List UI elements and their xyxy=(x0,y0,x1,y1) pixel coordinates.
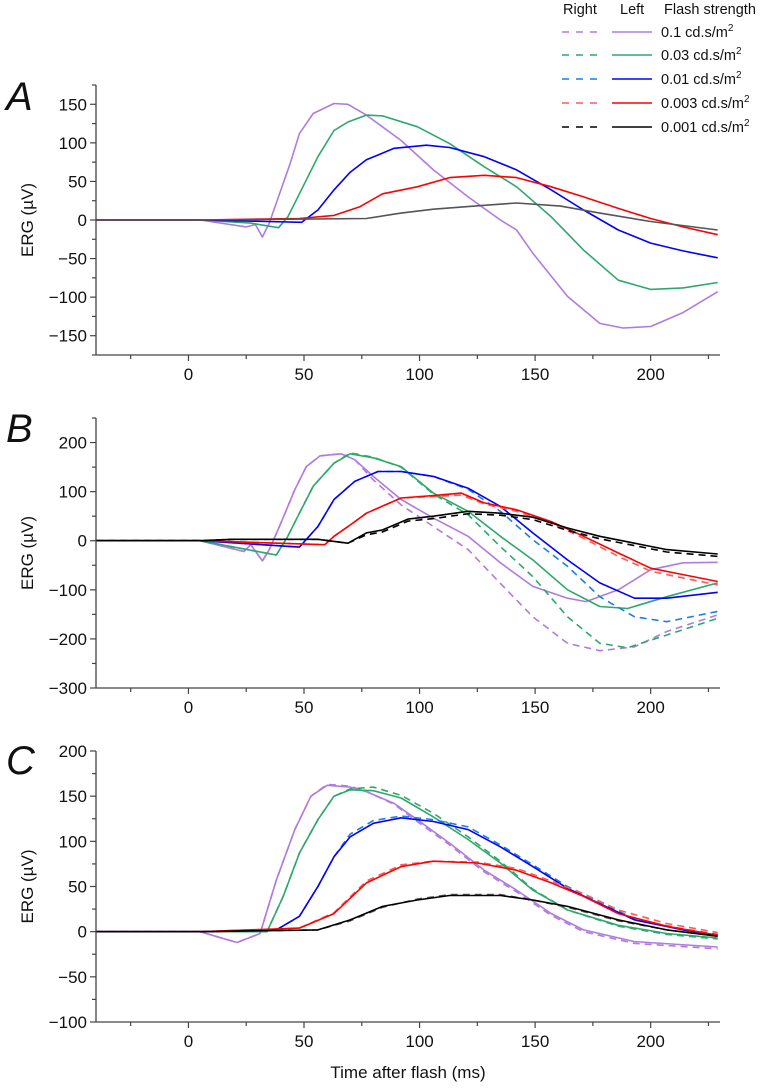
series-line-0-01-cd-s-m2-right xyxy=(96,470,718,623)
series-line-0-01-cd-s-m2-right xyxy=(96,815,718,936)
x-tick-label: 150 xyxy=(521,1032,549,1051)
legend-label: 0.001 cd.s/m2 xyxy=(661,118,750,136)
legend-header-left: Left xyxy=(620,2,644,18)
series-line-0-1-cd-s-m2-left xyxy=(96,452,718,603)
x-tick-label: 200 xyxy=(636,1032,664,1051)
legend-label: 0.01 cd.s/m2 xyxy=(661,70,742,88)
legend-entry: 0.1 cd.s/m2 xyxy=(562,23,734,41)
y-tick-label: 200 xyxy=(59,434,87,453)
y-axis-label: ERG (µV) xyxy=(18,516,37,590)
y-tick-label: −100 xyxy=(49,581,87,600)
series-line-0-01-cd-s-m2-left xyxy=(96,470,718,600)
y-tick-label: 50 xyxy=(68,172,87,191)
legend-label-text: 0.01 cd.s/m xyxy=(661,72,736,88)
series-line-0-001-cd-s-m2-left xyxy=(96,894,718,937)
series-line-0-03-cd-s-m2-right xyxy=(96,452,718,649)
y-tick-label: 150 xyxy=(59,95,87,114)
panel-b: 0 50 100 150 200 −300 −200 −100 0 100 200 ERG (µV) B xyxy=(6,407,720,717)
legend-entry: 0.001 cd.s/m2 xyxy=(562,118,750,136)
x-tick-label: 150 xyxy=(521,698,549,717)
legend-entry: 0.01 cd.s/m2 xyxy=(562,70,742,88)
y-tick-label: 50 xyxy=(68,878,87,897)
legend-label-sup: 2 xyxy=(744,118,750,129)
panel-label: A xyxy=(4,75,33,119)
series-line-0-003-cd-s-m2-left xyxy=(96,174,718,236)
series-line-0-001-cd-s-m2-left xyxy=(96,510,718,555)
series-line-0-1-cd-s-m2-right xyxy=(96,783,718,950)
legend-label-sup: 2 xyxy=(728,23,734,34)
legend-label-text: 0.03 cd.s/m xyxy=(661,48,736,64)
series-group xyxy=(96,452,718,652)
series-line-0-01-cd-s-m2-left xyxy=(96,816,718,937)
series-group xyxy=(96,783,718,950)
series-line-0-003-cd-s-m2-left xyxy=(96,860,718,937)
legend-entry: 0.003 cd.s/m2 xyxy=(562,94,750,112)
x-tick-label: 200 xyxy=(636,365,664,384)
series-line-0-1-cd-s-m2-right xyxy=(96,452,718,652)
x-tick-label: 100 xyxy=(405,365,433,384)
y-axis-label: ERG (µV) xyxy=(18,849,37,923)
series-line-0-001-cd-s-m2-left xyxy=(96,202,718,231)
y-tick-label: 0 xyxy=(78,211,87,230)
y-tick-label: −50 xyxy=(58,968,87,987)
x-tick-label: 200 xyxy=(636,698,664,717)
x-tick-label: 50 xyxy=(295,698,314,717)
panel-label: C xyxy=(6,739,36,783)
series-line-0-03-cd-s-m2-left xyxy=(96,452,718,610)
y-tick-label: 100 xyxy=(59,483,87,502)
series-line-0-1-cd-s-m2-left xyxy=(96,784,718,948)
y-tick-label: −100 xyxy=(49,1013,87,1032)
y-tick-label: 100 xyxy=(59,832,87,851)
legend-label: 0.1 cd.s/m2 xyxy=(661,23,734,41)
series-line-0-03-cd-s-m2-left xyxy=(96,788,718,939)
y-tick-label: 200 xyxy=(59,742,87,761)
legend-label: 0.003 cd.s/m2 xyxy=(661,94,750,112)
legend-header-right: Right xyxy=(563,2,597,18)
x-tick-label: 150 xyxy=(521,365,549,384)
y-tick-label: 100 xyxy=(59,134,87,153)
y-tick-label: −150 xyxy=(49,327,87,346)
legend-label-text: 0.1 cd.s/m xyxy=(661,25,728,41)
y-tick-label: 0 xyxy=(78,532,87,551)
series-line-0-003-cd-s-m2-left xyxy=(96,492,718,583)
panel-label: B xyxy=(6,407,33,451)
x-tick-label: 50 xyxy=(295,365,314,384)
x-tick-label: 100 xyxy=(405,1032,433,1051)
legend-label-sup: 2 xyxy=(736,70,742,81)
y-axis-label: ERG (µV) xyxy=(18,183,37,257)
legend-entry: 0.03 cd.s/m2 xyxy=(562,46,742,64)
x-tick-label: 0 xyxy=(184,698,193,717)
legend-label-text: 0.001 cd.s/m xyxy=(661,120,744,136)
y-tick-label: −200 xyxy=(49,630,87,649)
legend-label-sup: 2 xyxy=(744,94,750,105)
x-tick-label: 50 xyxy=(295,1032,314,1051)
series-line-0-01-cd-s-m2-left xyxy=(96,144,718,259)
panel-c: 0 50 100 150 200 −100 −50 0 50 100 150 200 ERG (µV) C… xyxy=(6,739,720,1082)
y-tick-label: −100 xyxy=(49,288,87,307)
x-tick-label: 0 xyxy=(184,365,193,384)
legend-label: 0.03 cd.s/m2 xyxy=(661,46,742,64)
y-tick-label: 150 xyxy=(59,787,87,806)
series-line-0-1-cd-s-m2-left xyxy=(96,102,719,329)
legend-label-sup: 2 xyxy=(736,46,742,57)
panel-a: 0 50 100 150 200 −150 −100 −50 0 50 100 150 ERG (µV)… xyxy=(4,75,720,384)
y-tick-label: 0 xyxy=(78,923,87,942)
series-line-0-03-cd-s-m2-left xyxy=(96,114,718,291)
x-tick-label: 100 xyxy=(405,698,433,717)
y-tick-label: −300 xyxy=(49,679,87,698)
series-group xyxy=(96,102,719,329)
legend-label-text: 0.003 cd.s/m xyxy=(661,96,744,112)
series-line-0-03-cd-s-m2-right xyxy=(96,786,718,940)
y-tick-label: −50 xyxy=(58,250,87,269)
legend-header-strength: Flash strength xyxy=(664,2,756,18)
x-axis-label: Time after flash (ms) xyxy=(330,1063,485,1082)
x-tick-label: 0 xyxy=(184,1032,193,1051)
